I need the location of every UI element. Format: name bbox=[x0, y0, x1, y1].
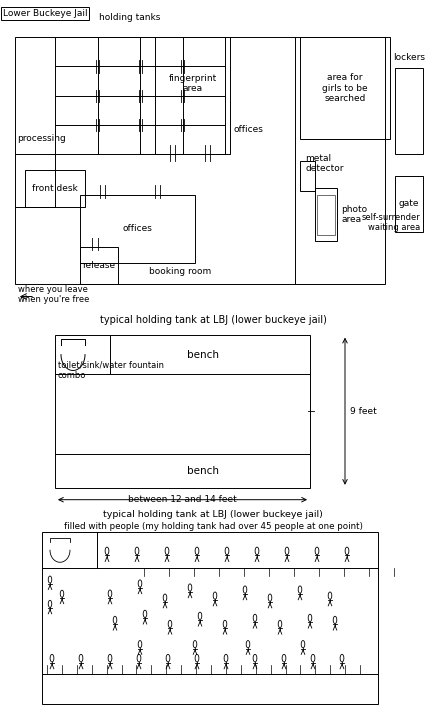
Bar bbox=[80, 247, 118, 284]
Bar bbox=[25, 170, 85, 207]
Text: typical holding tank at LBJ (lower buckeye jail): typical holding tank at LBJ (lower bucke… bbox=[100, 315, 326, 324]
Bar bbox=[42, 532, 378, 704]
Text: filled with people (my holding tank had over 45 people at one point): filled with people (my holding tank had … bbox=[63, 522, 363, 531]
Bar bbox=[315, 188, 337, 241]
Text: lockers: lockers bbox=[393, 53, 425, 62]
Text: metal
detector: metal detector bbox=[305, 154, 343, 173]
Text: holding tanks: holding tanks bbox=[99, 13, 161, 21]
Bar bbox=[395, 176, 423, 231]
Text: offices: offices bbox=[123, 224, 153, 233]
Bar bbox=[55, 334, 310, 488]
Text: processing: processing bbox=[17, 134, 66, 143]
Text: typical holding tank at LBJ (lower buckeye jail): typical holding tank at LBJ (lower bucke… bbox=[103, 510, 323, 519]
Text: toilet/sink/water fountain
combo: toilet/sink/water fountain combo bbox=[58, 361, 164, 380]
Text: between 12 and 14 feet: between 12 and 14 feet bbox=[128, 495, 237, 503]
Bar bbox=[317, 195, 335, 235]
Text: front desk: front desk bbox=[32, 184, 78, 193]
Text: photo
area: photo area bbox=[341, 205, 367, 224]
Text: Lower Buckeye Jail: Lower Buckeye Jail bbox=[3, 9, 88, 18]
Text: bench: bench bbox=[187, 466, 219, 476]
Text: release: release bbox=[83, 261, 115, 270]
Bar bbox=[155, 37, 230, 154]
Text: self-surrender
waiting area: self-surrender waiting area bbox=[361, 213, 420, 232]
Bar bbox=[395, 68, 423, 154]
Text: booking room: booking room bbox=[149, 267, 211, 276]
Text: fingerprint
area: fingerprint area bbox=[168, 74, 217, 93]
Bar bbox=[300, 160, 315, 192]
Text: 9 feet: 9 feet bbox=[350, 407, 377, 416]
Text: area for
girls to be
searched: area for girls to be searched bbox=[322, 73, 368, 103]
Text: gate: gate bbox=[399, 200, 419, 208]
Bar bbox=[300, 37, 390, 139]
Text: where you leave
when you're free: where you leave when you're free bbox=[18, 285, 89, 304]
Text: bench: bench bbox=[187, 349, 219, 359]
Bar bbox=[15, 37, 385, 284]
Bar bbox=[80, 195, 195, 263]
Text: offices: offices bbox=[234, 125, 264, 134]
